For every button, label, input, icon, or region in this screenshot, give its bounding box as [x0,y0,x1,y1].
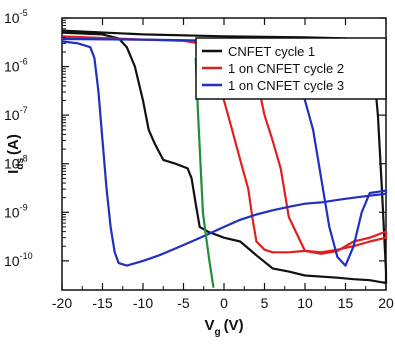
y-axis-label-unit: (A) [5,134,22,155]
x-axis-label-unit: (V) [224,317,244,334]
y-axis-label-subscript: ds [15,158,26,170]
y-axis-label-symbol: I [5,170,22,174]
x-tick-label: 5 [261,295,269,311]
legend-entry: 1 on CNFET cycle 3 [228,78,344,93]
y-tick-label: 10-9 [4,202,28,220]
x-axis-label: Vg (V) [204,317,243,338]
legend-box [195,37,387,100]
legend: CNFET cycle 1 1 on CNFET cycle 2 1 on CNFE… [195,37,387,100]
y-tick-label: 10-10 [4,251,33,269]
x-tick-label: 15 [338,295,354,311]
x-tick-label: -20 [52,295,72,311]
x-axis-label-subscript: g [214,327,220,338]
legend-entry: 1 on CNFET cycle 2 [228,61,344,76]
x-tick-label: -15 [92,295,112,311]
y-tick-label: 10-7 [4,105,28,123]
x-tick-label: 20 [378,295,394,311]
x-axis-label-symbol: V [204,317,214,334]
y-tick-label: 10-8 [4,154,28,172]
y-tick-label: 10-5 [4,8,28,26]
y-axis-label: Ids (A) [5,134,26,174]
x-tick-label: 0 [220,295,228,311]
x-tick-label: -10 [133,295,153,311]
series-line-trace-4 [194,57,215,288]
x-tick-label: 10 [297,295,313,311]
tick-layer: -20 -15 -10 -5 0 5 10 15 20 10-10 10-9 10-8 10-7 10-6… [4,8,394,311]
y-tick-label: 10-6 [4,57,28,75]
x-tick-label: -5 [177,295,190,311]
legend-entry: CNFET cycle 1 [228,44,315,59]
series-line-1-on-cnfet-cycle-3 [61,37,388,267]
